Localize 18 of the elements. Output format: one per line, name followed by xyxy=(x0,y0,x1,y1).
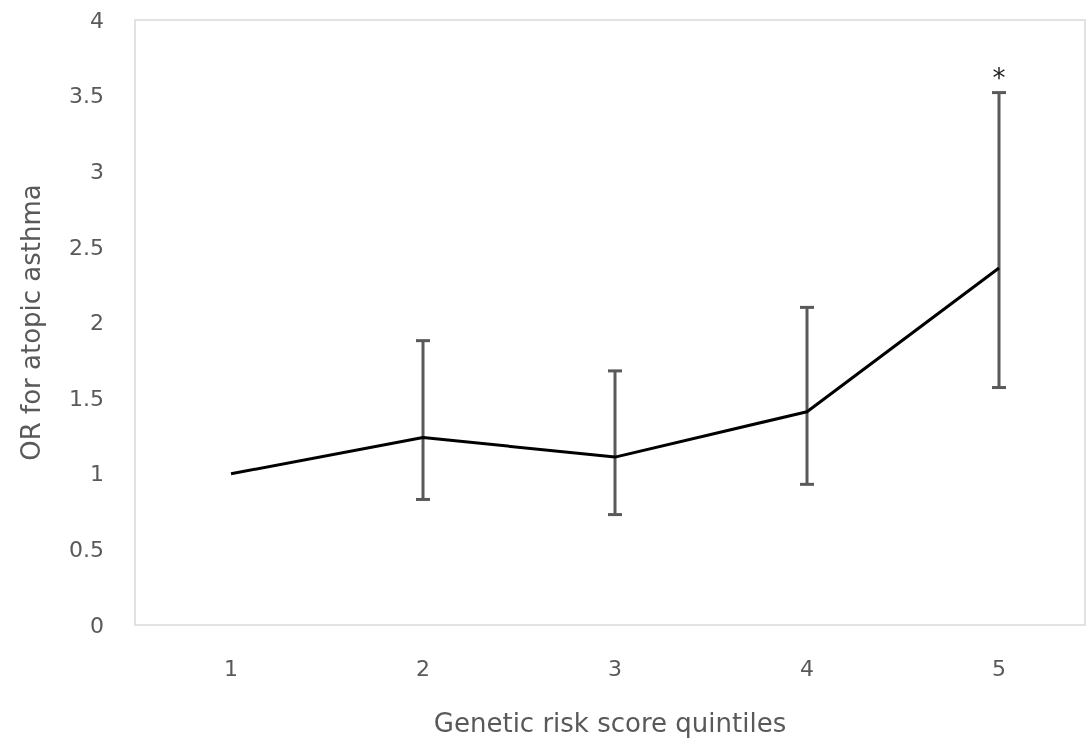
line-series xyxy=(229,266,1001,476)
y-tick-label: 0 xyxy=(90,612,104,638)
annotation: * xyxy=(992,62,1006,93)
x-axis-title: Genetic risk score quintiles xyxy=(433,708,787,738)
y-axis-title: OR for atopic asthma xyxy=(16,184,46,461)
y-tick-label: 3 xyxy=(90,158,104,184)
x-tick-label: 1 xyxy=(224,656,238,681)
x-tick-label: 4 xyxy=(800,656,814,681)
x-tick-label: 5 xyxy=(992,656,1006,681)
y-tick-label: 1 xyxy=(90,461,104,487)
y-tick-label: 2.5 xyxy=(69,234,104,260)
y-tick-label: 3.5 xyxy=(69,83,104,109)
y-tick-label: 0.5 xyxy=(69,537,104,563)
y-tick-label: 2 xyxy=(90,310,104,336)
x-tick-label: 2 xyxy=(416,656,430,681)
y-tick-label: 1.5 xyxy=(69,385,104,411)
x-tick-label: 3 xyxy=(608,656,622,681)
y-tick-label: 4 xyxy=(90,7,104,33)
